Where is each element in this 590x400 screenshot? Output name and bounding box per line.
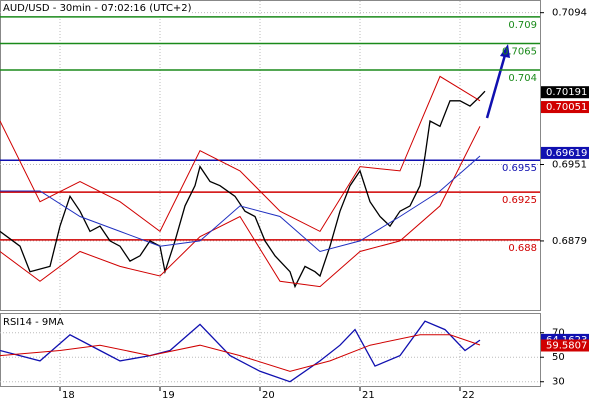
title-background	[1, 315, 65, 328]
level-label: 0.6955	[502, 163, 537, 174]
level-label: 0.709	[508, 20, 537, 31]
price-badge-label: 59.5807	[546, 341, 587, 352]
level-label: 0.6925	[502, 195, 537, 206]
price-badge	[541, 101, 589, 114]
x-tick-label: 20	[262, 390, 275, 400]
level-label: 0.704	[508, 73, 537, 84]
x-tick-label: 22	[462, 390, 475, 400]
arrow-head	[500, 44, 510, 58]
y-tick-label: 0.6951	[552, 159, 587, 170]
chart-title: AUD/USD - 30min - 07:02:16 (UTC+2)	[3, 3, 192, 14]
series-line	[0, 155, 481, 253]
price-panel-frame	[0, 0, 541, 311]
series-line	[0, 75, 481, 233]
price-badge	[541, 146, 589, 159]
price-badge	[541, 339, 589, 352]
y-tick-label: 0.7094	[552, 8, 587, 19]
series-line	[0, 320, 481, 383]
x-tick-label: 21	[362, 390, 375, 400]
level-label: 0.7065	[502, 46, 537, 57]
chart-title: RSI14 - 9MA	[3, 317, 64, 328]
x-tick-label: 18	[62, 390, 75, 400]
price-badge	[541, 86, 589, 99]
price-badge-label: 0.70051	[546, 102, 587, 113]
title-background	[1, 1, 191, 14]
y-tick-label: 50	[552, 352, 565, 363]
price-badge-label: 0.70191	[546, 87, 587, 98]
y-tick-label: 30	[552, 377, 565, 388]
price-badge-label: 0.69619	[546, 148, 587, 159]
series-line	[0, 334, 481, 372]
series-line	[0, 90, 486, 289]
series-line	[0, 126, 481, 288]
y-tick-label: 0.6879	[552, 236, 587, 247]
projection-arrow	[485, 54, 507, 119]
x-tick-label: 19	[162, 390, 175, 400]
y-tick-label: 70	[552, 328, 565, 339]
level-label: 0.688	[508, 243, 537, 254]
